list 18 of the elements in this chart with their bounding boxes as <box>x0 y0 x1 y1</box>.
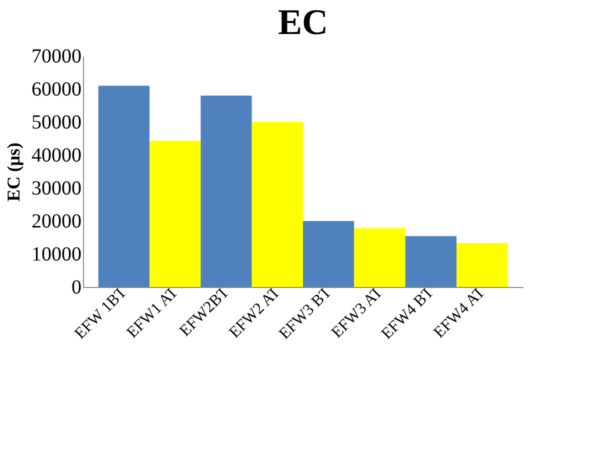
bar <box>456 243 508 287</box>
y-tick-label: 0 <box>72 276 82 298</box>
bar <box>150 140 201 287</box>
bar <box>200 96 252 287</box>
chart-title: EC <box>278 2 328 42</box>
y-tick-label: 70000 <box>32 46 82 68</box>
bar <box>303 221 354 287</box>
y-tick-label: 30000 <box>32 178 82 200</box>
bar <box>405 236 456 287</box>
bar <box>252 122 303 287</box>
y-axis-title: EC (µs) <box>4 142 24 202</box>
y-tick-label: 40000 <box>32 144 82 166</box>
bar <box>354 228 406 287</box>
bar <box>98 86 150 287</box>
y-tick-label: 60000 <box>32 78 82 100</box>
y-tick-label: 10000 <box>32 244 82 266</box>
y-tick-label: 50000 <box>32 112 82 134</box>
y-tick-label: 20000 <box>32 210 82 232</box>
